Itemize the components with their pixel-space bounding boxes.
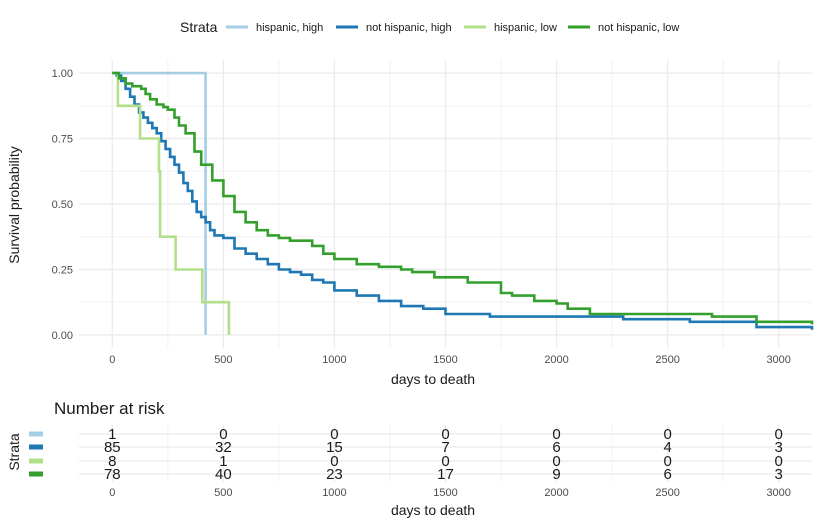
x-tick-label: 1000	[322, 354, 346, 366]
risk-count: 32	[215, 439, 232, 456]
y-tick-label: 0.25	[52, 264, 73, 276]
risk-count: 0	[663, 426, 671, 443]
risk-x-tick-label: 1500	[433, 487, 457, 499]
legend-label: not hispanic, high	[366, 22, 452, 34]
plot-series	[112, 71, 814, 335]
risk-count: 23	[326, 466, 343, 483]
x-axis-title: days to death	[391, 371, 475, 387]
risk-x-tick-label: 2500	[655, 487, 679, 499]
risk-count: 85	[104, 439, 121, 456]
risk-x-tick-label: 500	[214, 487, 232, 499]
legend-label: hispanic, low	[494, 22, 557, 34]
survival-curve-3	[112, 71, 814, 325]
risk-table-body: 1 0 0 0 0 0 0 85 32 15 7 6 4 3 8 1 0 0 0 0 0 78 40 23 17 9 6 3	[29, 426, 783, 483]
risk-table-axis: 0 500 1000 1500 2000 2500 3000	[109, 487, 791, 499]
x-tick-label: 2000	[544, 354, 568, 366]
risk-count: 0	[219, 426, 227, 443]
risk-count: 15	[326, 439, 343, 456]
risk-y-axis-title: Strata	[6, 433, 22, 471]
y-tick-label: 0.00	[52, 330, 73, 342]
legend-label: not hispanic, low	[598, 22, 679, 34]
risk-count: 4	[663, 439, 671, 456]
x-tick-label: 1500	[433, 354, 457, 366]
y-axis-title: Survival probability	[6, 146, 22, 264]
risk-count: 7	[441, 439, 449, 456]
risk-count: 0	[330, 453, 338, 470]
risk-count: 3	[775, 439, 783, 456]
risk-x-tick-label: 2000	[544, 487, 568, 499]
risk-x-tick-label: 0	[109, 487, 115, 499]
risk-x-axis-title: days to death	[391, 502, 475, 518]
risk-count: 0	[663, 453, 671, 470]
risk-count: 9	[552, 466, 560, 483]
risk-x-tick-label: 1000	[322, 487, 346, 499]
risk-count: 0	[775, 426, 783, 443]
y-tick-label: 0.75	[52, 134, 73, 146]
risk-table-grid	[79, 425, 812, 482]
risk-table-title: Number at risk	[54, 399, 165, 418]
risk-count: 1	[108, 426, 116, 443]
survival-curve-1	[112, 71, 814, 330]
risk-row-color-key	[29, 431, 43, 437]
risk-count: 0	[775, 453, 783, 470]
plot-axes: 0 500 1000 1500 2000 2500 3000 0.00 0.25 0.50 0.75…	[52, 68, 791, 366]
risk-count: 0	[552, 426, 560, 443]
risk-count: 0	[441, 453, 449, 470]
risk-count: 0	[330, 426, 338, 443]
risk-count: 1	[219, 453, 227, 470]
risk-count: 8	[108, 453, 116, 470]
risk-row-color-key	[29, 471, 43, 477]
risk-count: 0	[441, 426, 449, 443]
risk-count: 0	[552, 453, 560, 470]
x-tick-label: 2500	[655, 354, 679, 366]
x-tick-label: 3000	[766, 354, 790, 366]
risk-x-tick-label: 3000	[766, 487, 790, 499]
x-tick-label: 0	[109, 354, 115, 366]
risk-row-color-key	[29, 444, 43, 450]
risk-row-color-key	[29, 458, 43, 464]
y-tick-label: 1.00	[52, 68, 73, 80]
risk-count: 3	[775, 466, 783, 483]
legend: Strata hispanic, high not hispanic, high h…	[180, 19, 679, 35]
legend-label: hispanic, high	[256, 22, 323, 34]
survival-curve-0	[112, 71, 207, 335]
legend-title: Strata	[180, 19, 218, 35]
risk-count: 17	[437, 466, 454, 483]
risk-count: 6	[552, 439, 560, 456]
x-tick-label: 500	[214, 354, 232, 366]
y-tick-label: 0.50	[52, 199, 73, 211]
risk-count: 6	[663, 466, 671, 483]
risk-count: 78	[104, 466, 121, 483]
risk-count: 40	[215, 466, 232, 483]
survival-curve-2	[112, 71, 231, 335]
